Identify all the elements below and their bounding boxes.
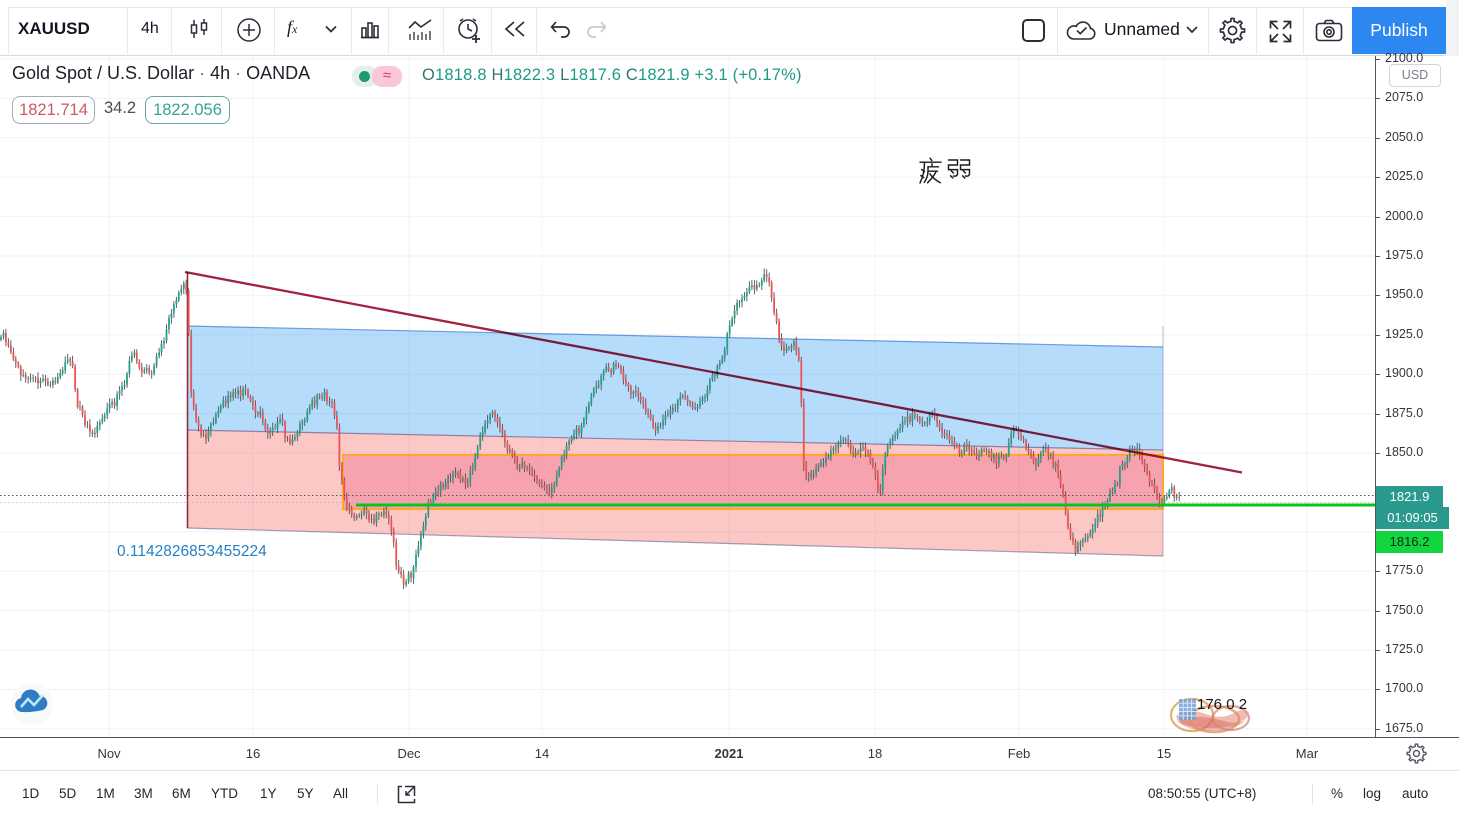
svg-text:0.1142826853455224: 0.1142826853455224 [117,543,267,560]
svg-text:176 0 2: 176 0 2 [1197,696,1247,713]
